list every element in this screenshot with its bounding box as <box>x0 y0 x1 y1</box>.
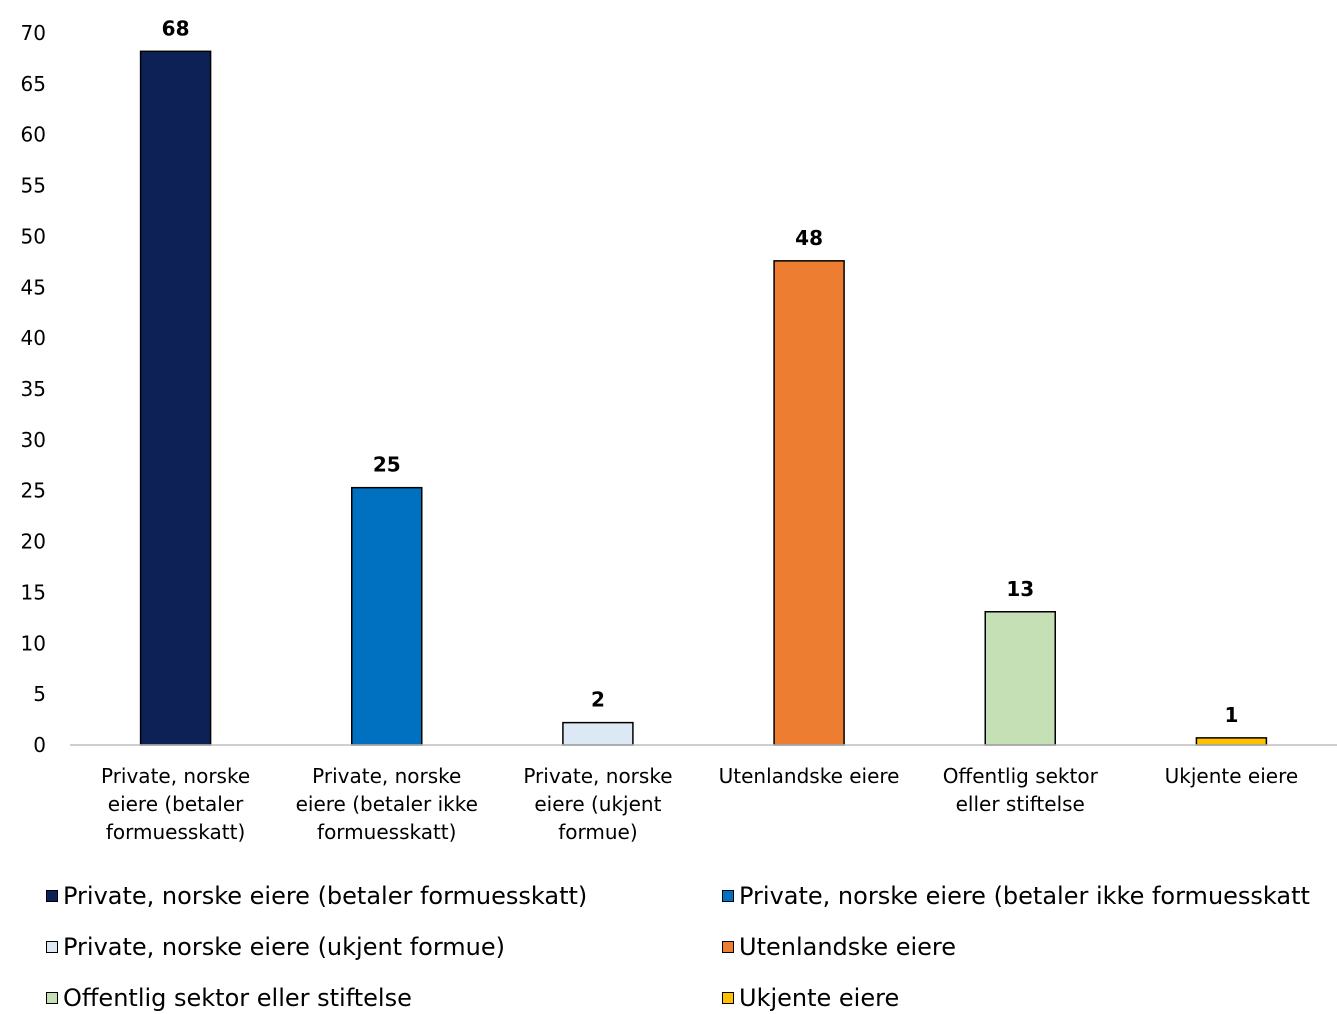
x-tick-label: Ukjente eiere <box>1165 764 1299 788</box>
x-tick-label: formuesskatt) <box>106 820 245 844</box>
legend-item-ukjent-formue: Private, norske eiere (ukjent formue) <box>46 933 505 961</box>
y-tick-label: 65 <box>21 72 46 96</box>
y-tick-label: 15 <box>21 580 46 604</box>
legend-swatch-icon <box>46 941 58 953</box>
bar <box>351 486 423 746</box>
x-tick-label: eiere (betaler ikke <box>296 792 478 816</box>
bar <box>562 721 634 746</box>
legend-label: Private, norske eiere (betaler formuessk… <box>63 882 588 910</box>
data-label: 2 <box>591 688 605 712</box>
bar <box>1195 737 1268 746</box>
legend-item-offentlig-sektor: Offentlig sektor eller stiftelse <box>46 984 412 1012</box>
data-label: 13 <box>1006 577 1034 601</box>
legend-item-betaler-ikke-formuesskatt: Private, norske eiere (betaler ikke form… <box>722 882 1310 910</box>
x-tick-label: Private, norske <box>523 764 672 788</box>
data-label: 25 <box>373 453 401 477</box>
y-tick-label: 25 <box>21 479 46 503</box>
legend-swatch-icon <box>722 890 734 902</box>
x-tick-label: formue) <box>558 820 637 844</box>
legend-label: Private, norske eiere (betaler ikke form… <box>739 882 1310 910</box>
x-tick-label: Private, norske <box>101 764 250 788</box>
y-tick-label: 55 <box>21 174 46 198</box>
y-tick-label: 20 <box>21 530 46 554</box>
legend-item-utenlandske-eiere: Utenlandske eiere <box>722 933 956 961</box>
legend-swatch-icon <box>722 941 734 953</box>
bar <box>773 260 845 746</box>
x-tick-label: eiere (betaler <box>108 792 244 816</box>
legend-label: Private, norske eiere (ukjent formue) <box>63 933 506 961</box>
y-tick-label: 45 <box>21 275 46 299</box>
y-tick-label: 5 <box>33 682 46 706</box>
x-axis-labels: Private, norske eiere (betaler formuesskat… <box>101 764 1298 844</box>
x-tick-label: eiere (ukjent <box>534 792 661 816</box>
legend-label: Offentlig sektor eller stiftelse <box>63 984 412 1012</box>
y-axis-ticks: 0 5 10 15 20 25 30 35 40 45 50 55 60 65 70 <box>21 21 46 757</box>
legend-label: Utenlandske eiere <box>739 933 957 961</box>
data-label: 1 <box>1224 703 1238 727</box>
x-tick-label: Offentlig sektor <box>943 764 1099 788</box>
legend-swatch-icon <box>46 890 58 902</box>
x-tick-label: Utenlandske eiere <box>719 764 900 788</box>
data-labels: 68 25 2 48 13 1 <box>162 16 1239 727</box>
bar <box>984 611 1056 746</box>
x-tick-label: eller stiftelse <box>956 792 1085 816</box>
y-tick-label: 35 <box>21 377 46 401</box>
bar <box>139 50 212 746</box>
legend-swatch-icon <box>46 992 58 1004</box>
y-tick-label: 70 <box>21 21 46 45</box>
legend: Private, norske eiere (betaler formuessk… <box>0 872 1337 1014</box>
legend-item-betaler-formuesskatt: Private, norske eiere (betaler formuessk… <box>46 882 587 910</box>
y-tick-label: 60 <box>21 123 46 147</box>
y-tick-label: 30 <box>21 428 46 452</box>
data-label: 48 <box>795 226 823 250</box>
bars <box>139 50 1268 746</box>
x-tick-label: formuesskatt) <box>317 820 456 844</box>
x-tick-label: Private, norske <box>312 764 461 788</box>
legend-swatch-icon <box>722 992 734 1004</box>
y-tick-label: 0 <box>33 733 46 757</box>
legend-item-ukjente-eiere: Ukjente eiere <box>722 984 899 1012</box>
y-tick-label: 10 <box>21 631 46 655</box>
legend-label: Ukjente eiere <box>739 984 900 1012</box>
y-tick-label: 50 <box>21 224 46 248</box>
data-label: 68 <box>162 16 190 40</box>
y-tick-label: 40 <box>21 326 46 350</box>
